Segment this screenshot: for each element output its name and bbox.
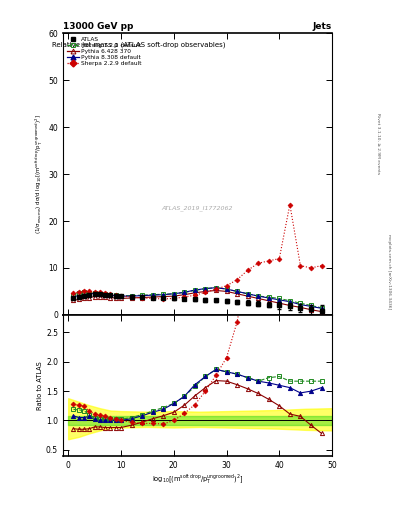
Text: 13000 GeV pp: 13000 GeV pp [63,22,133,31]
Y-axis label: Ratio to ATLAS: Ratio to ATLAS [37,361,43,410]
Text: Relative jet mass ρ (ATLAS soft-drop observables): Relative jet mass ρ (ATLAS soft-drop obs… [51,42,225,48]
Legend: ATLAS, Herwig 7.2.1 default, Pythia 6.428 370, Pythia 8.308 default, Sherpa 2.2.: ATLAS, Herwig 7.2.1 default, Pythia 6.42… [66,36,143,68]
Text: Rivet 3.1.10, ≥ 2.9M events: Rivet 3.1.10, ≥ 2.9M events [376,113,380,174]
Text: ATLAS_2019_I1772062: ATLAS_2019_I1772062 [162,205,233,211]
Y-axis label: (1/σ$_{\rm resumn}$) dσ/d log$_{10}$[(m$^{\rm soft\,drop}$/p$_{\rm T}^{\rm ungro: (1/σ$_{\rm resumn}$) dσ/d log$_{10}$[(m$… [34,114,46,234]
Text: Jets: Jets [313,22,332,31]
X-axis label: log$_{10}$[(m$^{\rm soft\,drop}$/p$_{\rm T}^{\rm ungroomed}$)$^2$]: log$_{10}$[(m$^{\rm soft\,drop}$/p$_{\rm… [152,472,243,486]
Text: mcplots.cern.ch [arXiv:1306.3436]: mcplots.cern.ch [arXiv:1306.3436] [387,234,391,309]
